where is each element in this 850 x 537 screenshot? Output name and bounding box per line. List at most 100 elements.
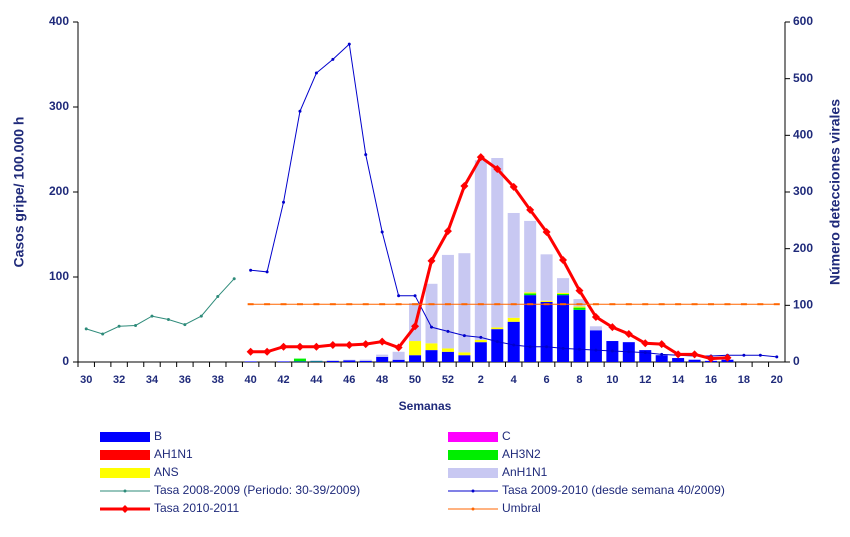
bar [277,361,290,362]
bar [688,359,701,362]
y-tick-label: 200 [49,184,69,198]
line-marker [509,182,518,191]
x-tick-label: 32 [113,374,125,386]
bar [359,360,372,362]
bar [293,361,306,362]
legend-label: Tasa 2008-2009 (Periodo: 30-39/2009) [154,483,360,497]
legend-swatch [448,450,498,460]
bar [474,342,487,362]
legend-marker [123,489,127,493]
line-marker [559,256,568,264]
line-marker [378,337,387,346]
bar [343,360,356,362]
y2-tick-label: 100 [793,298,813,312]
line-marker [657,340,666,349]
legend-label: Umbral [502,501,541,515]
bar [540,301,553,362]
bar [409,355,422,362]
bar [540,300,553,302]
line-marker [775,355,779,359]
bar [672,358,685,362]
bar [507,317,520,322]
legend-marker [471,507,475,511]
bar [425,350,438,362]
bar [540,254,553,301]
legend-label: B [154,429,162,443]
line-marker [545,345,549,349]
x-tick-label: 30 [80,374,92,386]
y2-tick-label: 300 [793,184,813,198]
bar [573,299,586,307]
line-marker [397,294,401,298]
line-marker [411,322,420,331]
line-marker [643,351,647,355]
bar [524,292,537,294]
bar [573,306,586,308]
line-marker [282,200,286,204]
line-marker [758,353,762,357]
line-marker [594,348,598,352]
bar [458,253,471,353]
bar [491,327,504,330]
bar [474,160,487,340]
bar [392,351,405,360]
line-marker [430,325,433,329]
line-marker [216,295,220,299]
bar [392,359,405,362]
line-marker [328,341,337,349]
y-tick-label: 300 [49,99,69,113]
line-marker [690,350,699,359]
line-marker [624,329,633,338]
bar [573,307,586,310]
bar [474,339,487,343]
y-tick-label: 100 [49,269,69,283]
line-marker [380,230,384,234]
line-marker [460,182,469,191]
bar [557,292,570,294]
line-marker [117,324,121,328]
line [250,154,728,361]
line-marker [512,343,516,347]
x-tick-label: 12 [639,374,651,386]
bar [310,361,323,362]
x-tick-label: 18 [738,374,750,386]
x-tick-label: 38 [212,374,224,386]
bar [573,309,586,362]
y-tick-label: 400 [49,14,69,28]
bar [376,356,389,362]
bar [376,354,389,357]
legend-swatch [100,432,150,442]
line-marker [134,323,138,327]
x-tick-label: 8 [576,374,582,386]
legend-label: Tasa 2009-2010 (desde semana 40/2009) [502,483,725,497]
line-marker [591,312,600,321]
x-tick-label: 20 [771,374,783,386]
x-tick-label: 40 [245,374,257,386]
line-marker [608,323,617,332]
legend-swatch [448,432,498,442]
x-tick-label: 50 [409,374,421,386]
x-tick-label: 44 [310,374,323,386]
x-tick-label: 10 [606,374,618,386]
x-tick-label: 34 [146,374,159,386]
x-tick-label: 4 [511,374,518,386]
legend-swatch [100,450,150,460]
bar [589,330,602,362]
y-tick-label: 0 [62,354,69,368]
x-tick-label: 52 [442,374,454,386]
legend-label: AnH1N1 [502,465,548,479]
y2-tick-label: 400 [793,128,813,142]
line-marker [413,294,417,298]
y2-tick-label: 200 [793,241,813,255]
y2-tick-label: 600 [793,14,813,28]
line-marker [707,354,716,363]
bar [326,360,339,361]
bar [310,360,323,361]
line-marker [674,350,683,359]
line-marker [199,314,203,318]
line-marker [347,42,351,46]
legend-label: C [502,429,511,443]
bar [359,359,372,361]
line-marker [101,332,105,336]
line-marker [641,339,650,348]
